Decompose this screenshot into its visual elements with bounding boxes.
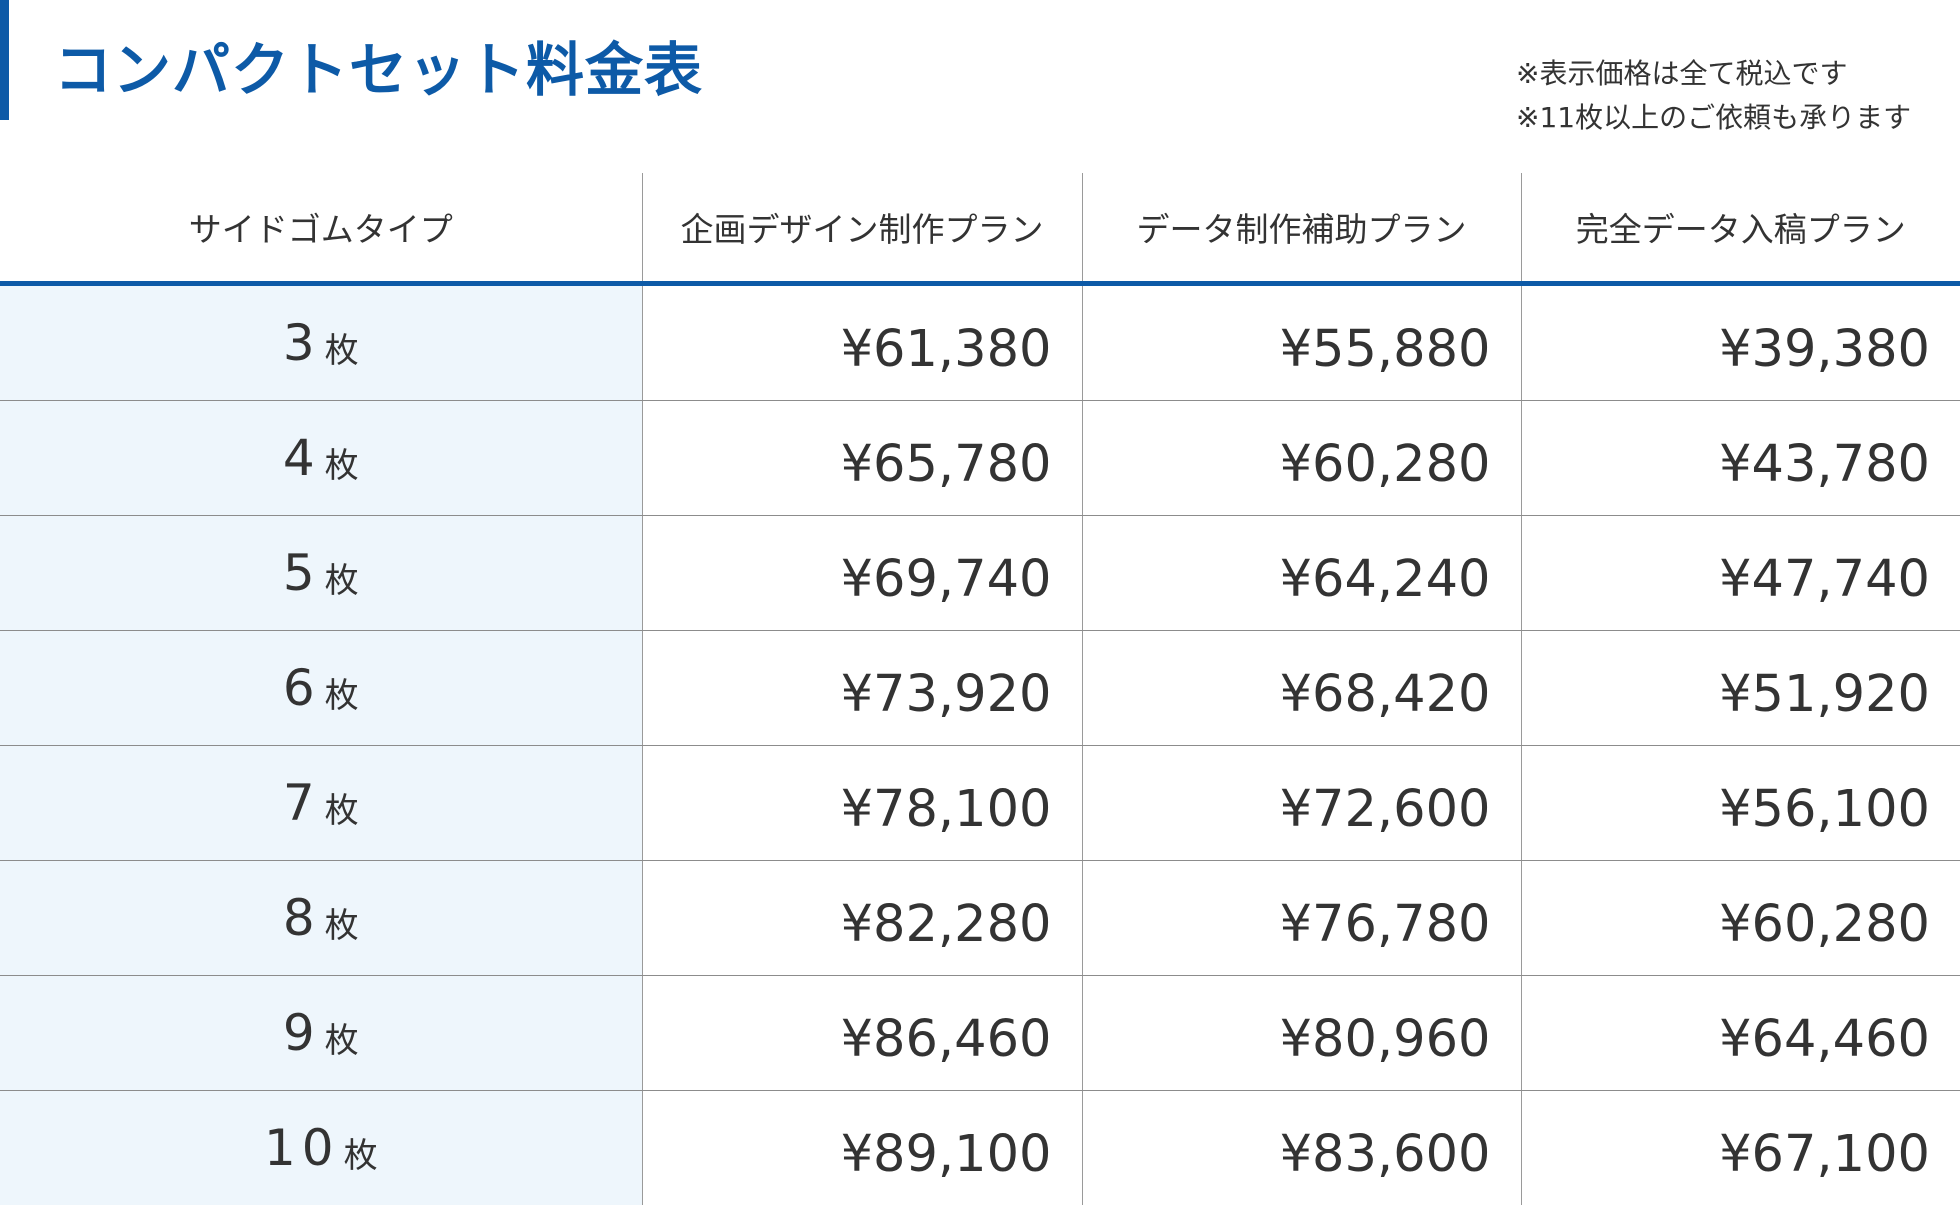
price-full-data: ¥47,740 (1520, 515, 1960, 631)
price-full-data: ¥56,100 (1520, 745, 1960, 861)
page-title: コンパクトセット料金表 (54, 36, 704, 104)
price-full-data: ¥39,380 (1520, 283, 1960, 401)
price-data-support: ¥76,780 (1081, 860, 1521, 976)
price-data-support: ¥83,600 (1081, 1090, 1521, 1205)
table-header-row: サイドゴムタイプ 企画デザイン制作プラン データ制作補助プラン 完全データ入稿プ… (0, 173, 1960, 286)
count-number: 4 (282, 429, 321, 487)
count-unit: 枚 (324, 330, 359, 371)
price-full-data: ¥43,780 (1520, 400, 1960, 516)
count-number: 6 (282, 659, 321, 717)
price-data-support: ¥72,600 (1081, 745, 1521, 861)
count-unit: 枚 (324, 905, 359, 946)
header-full-data-plan: 完全データ入稿プラン (1520, 173, 1960, 286)
count-number: 3 (282, 314, 321, 372)
price-planning-design: ¥65,780 (641, 400, 1082, 516)
count-unit: 枚 (324, 1020, 359, 1061)
header-side-rubber-type: サイドゴムタイプ (0, 173, 642, 286)
price-full-data: ¥64,460 (1520, 975, 1960, 1091)
price-planning-design: ¥82,280 (641, 860, 1082, 976)
price-full-data: ¥60,280 (1520, 860, 1960, 976)
note-over-eleven: ※11枚以上のご依頼も承ります (1516, 101, 1912, 134)
count-number: 9 (282, 1004, 321, 1062)
price-planning-design: ¥89,100 (641, 1090, 1082, 1205)
count-number: 7 (282, 774, 321, 832)
price-planning-design: ¥86,460 (641, 975, 1082, 1091)
table-row: 10 枚 ¥89,100 ¥83,600 ¥67,100 (0, 1090, 1960, 1205)
price-planning-design: ¥61,380 (641, 283, 1082, 401)
count-unit: 枚 (324, 445, 359, 486)
count-number: 10 (263, 1119, 340, 1177)
price-planning-design: ¥78,100 (641, 745, 1082, 861)
count-unit: 枚 (343, 1135, 378, 1176)
count-number: 8 (282, 889, 321, 947)
title-accent-bar (0, 0, 9, 120)
count-unit: 枚 (324, 675, 359, 716)
note-tax-included: ※表示価格は全て税込です (1516, 57, 1848, 90)
count-number: 5 (282, 544, 321, 602)
price-data-support: ¥64,240 (1081, 515, 1521, 631)
count-unit: 枚 (324, 790, 359, 831)
price-data-support: ¥60,280 (1081, 400, 1521, 516)
price-data-support: ¥68,420 (1081, 630, 1521, 746)
price-planning-design: ¥73,920 (641, 630, 1082, 746)
price-data-support: ¥55,880 (1081, 283, 1521, 401)
count-cell: 10 枚 (0, 1090, 642, 1205)
count-unit: 枚 (324, 560, 359, 601)
tax-notes: ※表示価格は全て税込です ※11枚以上のご依頼も承ります (1516, 52, 1911, 140)
price-full-data: ¥51,920 (1520, 630, 1960, 746)
price-full-data: ¥67,100 (1520, 1090, 1960, 1205)
price-table: サイドゴムタイプ 企画デザイン制作プラン データ制作補助プラン 完全データ入稿プ… (0, 173, 1960, 1205)
price-data-support: ¥80,960 (1081, 975, 1521, 1091)
header-planning-design-plan: 企画デザイン制作プラン (641, 173, 1082, 286)
price-planning-design: ¥69,740 (641, 515, 1082, 631)
header-data-support-plan: データ制作補助プラン (1081, 173, 1521, 286)
